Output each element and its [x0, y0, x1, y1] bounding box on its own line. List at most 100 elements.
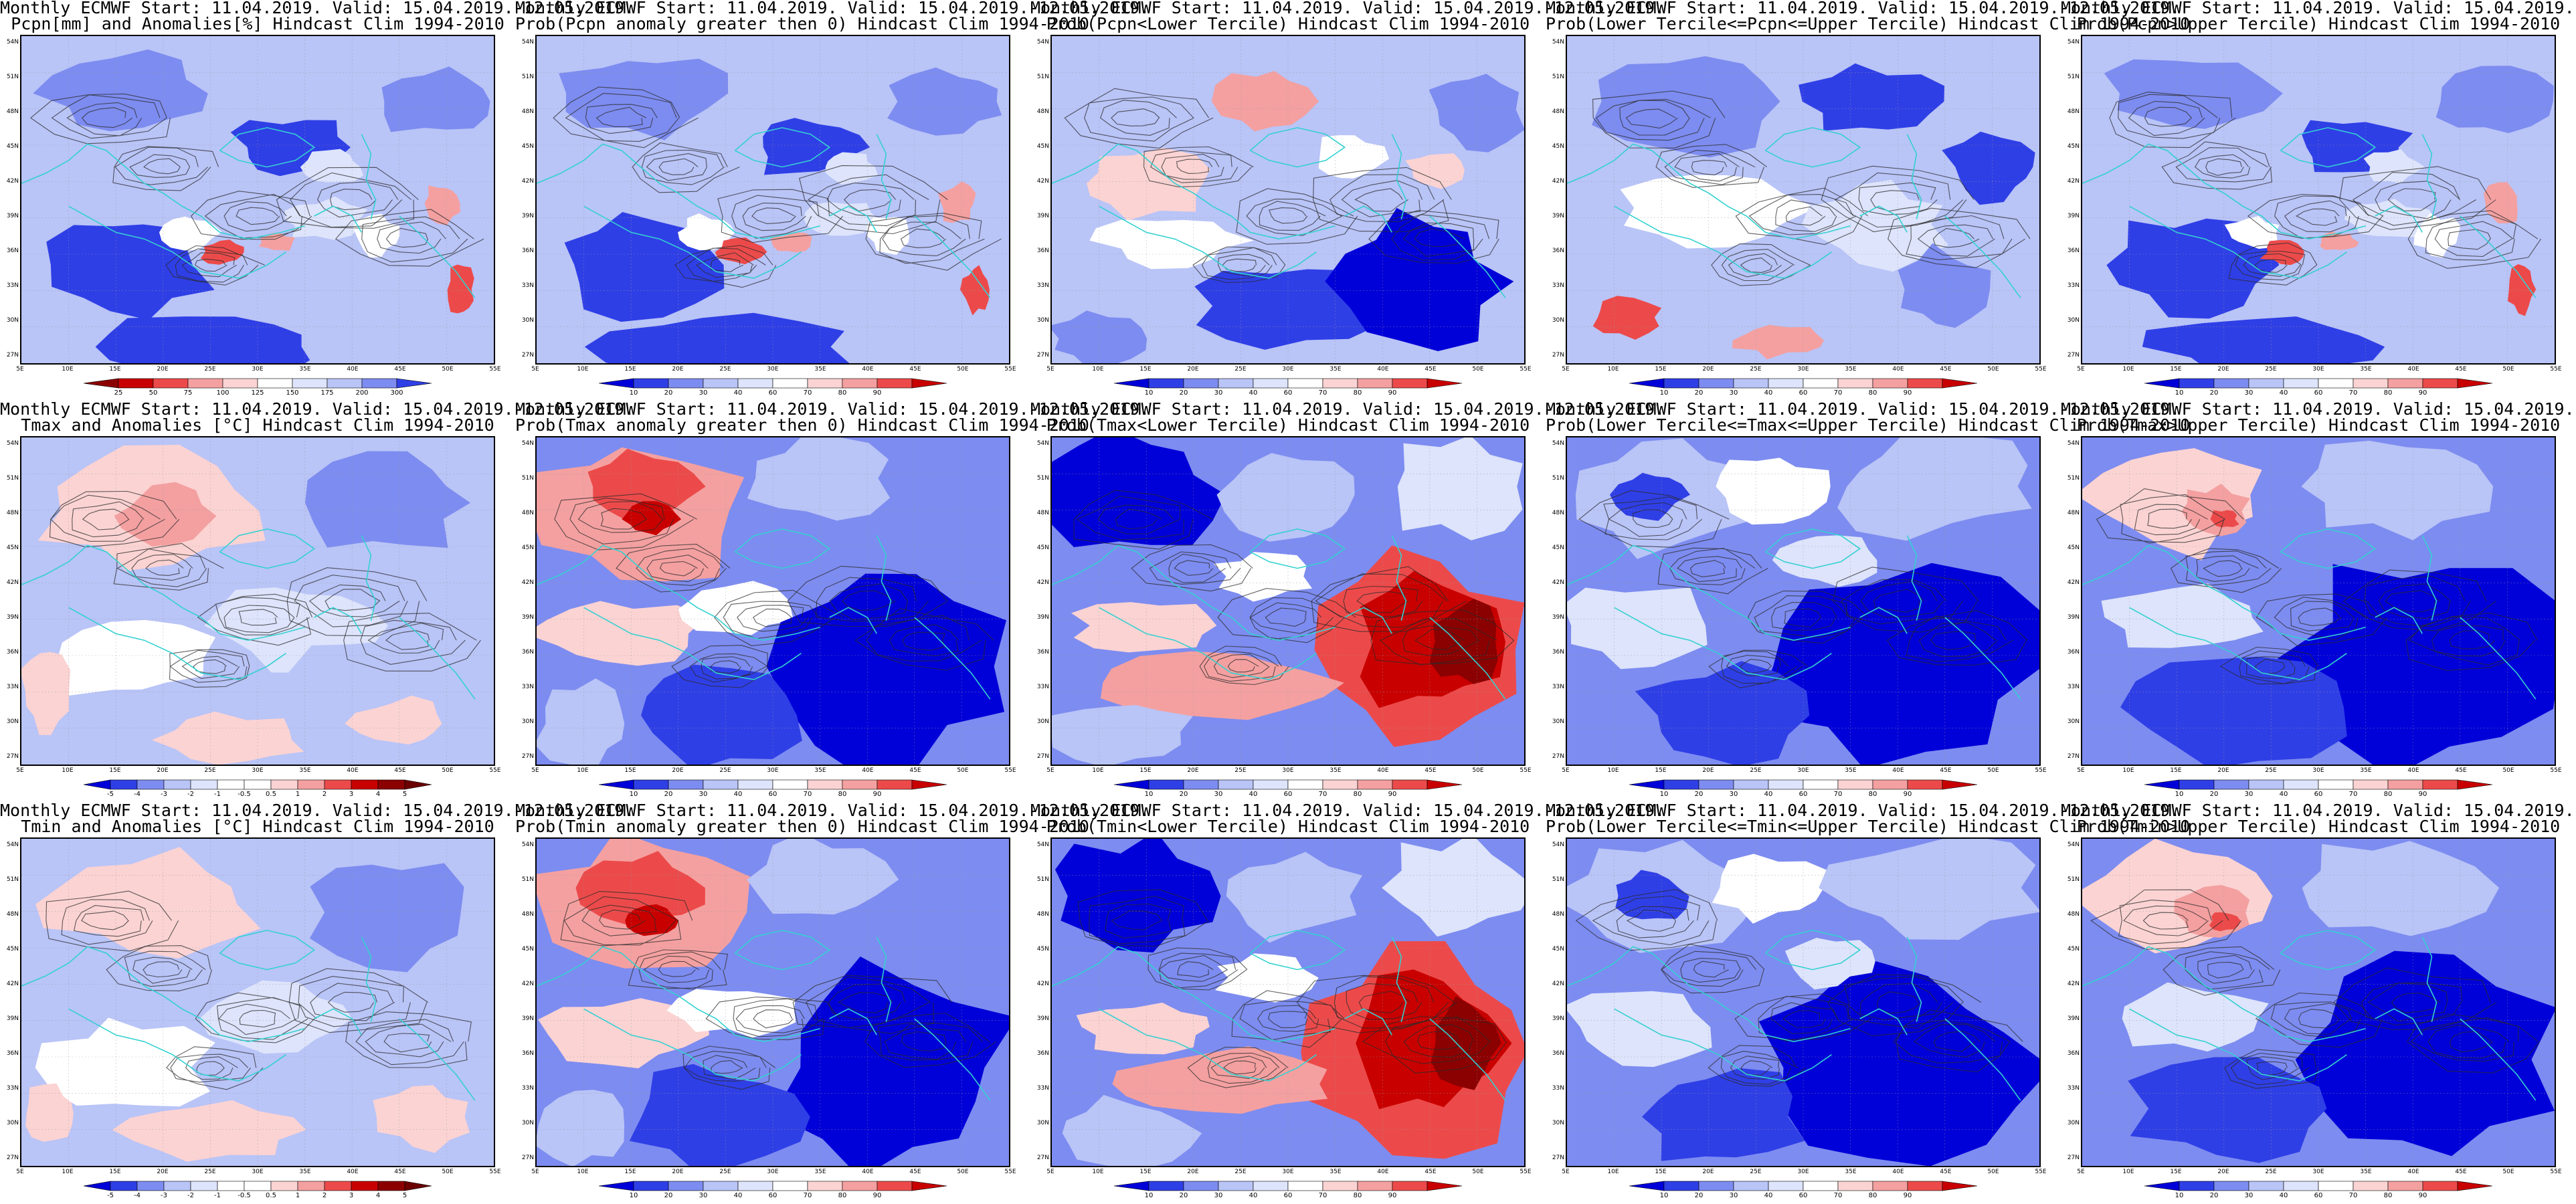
contour-line	[1073, 490, 1213, 550]
panel-title-line-2: Prob(Pcpn anomaly greater then 0) Hindca…	[515, 14, 1089, 33]
map-panel-tmin-prob-lower: Monthly ECMWF Start: 11.04.2019. Valid: …	[1030, 802, 1665, 1204]
contour-line	[1199, 645, 1289, 686]
coastline	[1391, 134, 1407, 219]
colorbar-tick-label: 80	[1868, 791, 1877, 798]
coastline	[219, 127, 316, 168]
lon-tick-label: 35E	[814, 366, 826, 373]
colorbar-segment	[257, 378, 293, 389]
contour-line	[343, 613, 481, 672]
shaded-region	[1837, 437, 2032, 541]
lon-tick-label: 20E	[157, 1169, 169, 1175]
lat-tick-label: 39N	[2067, 1015, 2080, 1022]
lat-tick-label: 39N	[521, 614, 534, 621]
lon-tick-label: 40E	[2407, 366, 2419, 373]
colorbar-segment	[404, 779, 432, 790]
lat-tick-label: 48N	[521, 510, 534, 516]
lat-tick-label: 33N	[1552, 1085, 1564, 1092]
lon-tick-label: 50E	[442, 366, 454, 373]
lon-tick-label: 20E	[1702, 366, 1714, 373]
colorbar-segment	[153, 378, 189, 389]
colorbar-segment	[703, 378, 739, 389]
lat-tick-label: 39N	[1552, 614, 1564, 621]
colorbar-tick-label: 90	[1903, 389, 1912, 397]
colorbar-tick-label: 20	[1694, 1192, 1704, 1199]
colorbar-segment	[1113, 378, 1149, 389]
contour-line	[1187, 1046, 1289, 1088]
colorbar-segment	[1907, 378, 1943, 389]
colorbar-tick-label: 40	[2279, 389, 2288, 397]
shaded-region	[866, 217, 910, 256]
lon-tick-label: 50E	[957, 767, 969, 774]
map-panel-pcpn-prob-lower: Monthly ECMWF Start: 11.04.2019. Valid: …	[1030, 0, 1665, 401]
contour-line	[1296, 975, 1457, 1033]
lon-tick-label: 50E	[2502, 767, 2514, 774]
lat-tick-label: 51N	[1036, 876, 1049, 883]
colorbar-segment	[2457, 378, 2493, 389]
lat-tick-label: 39N	[1552, 213, 1564, 219]
lon-tick-label: 40E	[1377, 767, 1389, 774]
coastline	[1344, 1008, 1392, 1035]
contour-line	[1657, 547, 1768, 595]
colorbar-segment	[244, 1181, 272, 1191]
contour-line	[276, 167, 419, 229]
lat-tick-label: 39N	[1036, 213, 1049, 219]
coastline	[1429, 617, 1506, 700]
panel-title: Monthly ECMWF Start: 11.04.2019. Valid: …	[1546, 802, 2190, 835]
lat-tick-label: 33N	[1036, 1085, 1049, 1092]
shaded-region	[2278, 564, 2555, 765]
contour-line	[345, 1011, 472, 1068]
shaded-region	[1592, 296, 1662, 340]
coastline	[876, 535, 892, 621]
colorbar-tick-label: 40	[1249, 791, 1258, 798]
map-panel-pcpn-prob-upper: Monthly ECMWF Start: 11.04.2019. Valid: …	[2061, 0, 2576, 401]
colorbar-tick-label: 4	[375, 1192, 381, 1199]
colorbar-segment	[1427, 779, 1463, 790]
colorbar-tick-label: 40	[1764, 389, 1773, 397]
lat-tick-label: 39N	[1036, 1015, 1049, 1022]
lon-tick-label: 55E	[2035, 366, 2047, 373]
lon-tick-label: 25E	[204, 1169, 216, 1175]
colorbar-segment	[297, 779, 325, 790]
colorbar-tick-label: 20	[664, 389, 673, 397]
lat-tick-label: 45N	[6, 946, 19, 952]
colorbar-tick-label: 1	[295, 791, 300, 798]
colorbar-segment	[1392, 779, 1428, 790]
panel-title-line-2: Prob(Lower Tercile<=Tmax<=Upper Tercile)…	[1546, 415, 2191, 435]
contour-line	[2096, 488, 2244, 544]
map-area	[1050, 837, 1526, 1167]
lat-tick-label: 51N	[6, 876, 19, 883]
coastline	[734, 930, 831, 971]
coastline	[314, 607, 362, 634]
lat-tick-label: 39N	[1552, 1015, 1564, 1022]
lon-tick-label: 5E	[2077, 1169, 2085, 1175]
colorbar-tick-label: 20	[664, 791, 673, 798]
colorbar-segment	[118, 378, 154, 389]
lat-tick-label: 27N	[6, 352, 19, 359]
lon-tick-label: 55E	[1520, 366, 1532, 373]
contour-line	[335, 209, 484, 267]
colorbar-segment	[1768, 779, 1804, 790]
lon-tick-label: 5E	[1562, 366, 1570, 373]
coastline	[914, 1018, 991, 1101]
lon-tick-label: 10E	[1607, 767, 1619, 774]
lat-tick-label: 42N	[6, 178, 19, 185]
lon-tick-label: 55E	[2550, 767, 2562, 774]
lon-tick-label: 15E	[109, 1169, 121, 1175]
contour-line	[2170, 548, 2282, 593]
coastline	[914, 215, 991, 298]
colorbar-tick-label: -4	[134, 791, 141, 798]
lon-tick-label: 35E	[2360, 1169, 2372, 1175]
shaded-region	[112, 1100, 306, 1162]
coastline	[361, 936, 377, 1022]
map-panel-pcpn-anom: Monthly ECMWF Start: 11.04.2019. Valid: …	[0, 0, 634, 401]
colorbar-tick-label: 60	[1799, 389, 1808, 397]
lon-tick-label: 30E	[252, 1169, 264, 1175]
map-panel-tmin-prob-middle: Monthly ECMWF Start: 11.04.2019. Valid: …	[1546, 802, 2190, 1204]
contour-line	[553, 86, 699, 148]
contour-line	[165, 245, 265, 286]
lat-tick-label: 27N	[1552, 1155, 1564, 1161]
colorbar-tick-label: 40	[1764, 791, 1773, 798]
lon-tick-label: 10E	[2122, 1169, 2134, 1175]
lat-tick-label: 45N	[1036, 143, 1049, 150]
colorbar-tick-label: 60	[768, 791, 777, 798]
